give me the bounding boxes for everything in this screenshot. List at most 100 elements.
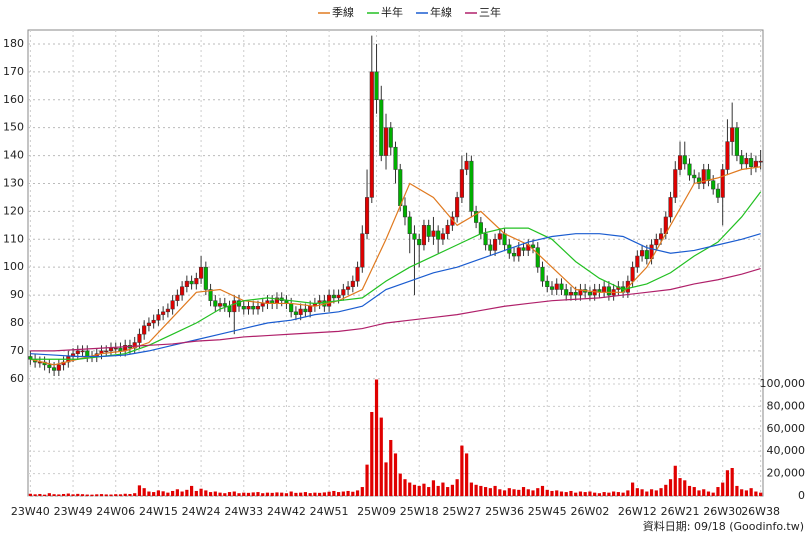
volume-bar — [469, 482, 473, 496]
volume-bar — [446, 487, 450, 496]
volume-bar — [308, 493, 312, 496]
candle-body — [464, 160, 469, 170]
x-tick-label: 24W15 — [139, 505, 178, 518]
volume-bar — [80, 494, 85, 496]
candle-body — [341, 289, 346, 296]
volume-bar — [555, 490, 559, 496]
candle-body — [606, 286, 611, 296]
candle-body — [199, 266, 204, 279]
candle-body — [350, 280, 355, 287]
candle-body — [170, 300, 175, 310]
candle-body — [459, 169, 464, 198]
y-tick-label: 160 — [3, 93, 24, 106]
candle-body — [260, 303, 265, 307]
candle-body — [658, 233, 664, 240]
candle-body — [640, 250, 645, 257]
volume-bar — [687, 485, 692, 496]
legend-label: 半年 — [381, 5, 403, 19]
x-tick-label: 25W36 — [485, 505, 524, 518]
volume-bar — [697, 490, 701, 496]
candle-body — [246, 306, 251, 310]
volume-bar — [607, 492, 611, 496]
candle-body — [417, 239, 422, 246]
volume-bar — [171, 490, 175, 496]
volume-bar — [142, 488, 146, 496]
candle-body — [654, 239, 659, 246]
candle-body — [734, 127, 739, 156]
volume-bar — [664, 484, 668, 496]
volume-bar — [284, 493, 289, 496]
x-tick-label: 24W06 — [96, 505, 135, 518]
candle-body — [668, 197, 673, 218]
x-tick-label: 25W18 — [400, 505, 439, 518]
x-tick-label: 26W38 — [741, 505, 780, 518]
volume-bar — [237, 493, 241, 496]
x-tick-label: 26W02 — [570, 505, 609, 518]
volume-bar — [218, 492, 222, 496]
y-tick-label: 180 — [3, 37, 24, 50]
volume-bar — [355, 490, 360, 496]
volume-bar — [232, 491, 236, 496]
candle-body — [374, 71, 379, 101]
volume-bar — [488, 488, 492, 496]
plot-frame — [27, 29, 764, 497]
volume-bar — [597, 493, 602, 496]
volume-bar — [749, 488, 753, 496]
volume-bar — [493, 485, 497, 496]
candle-body — [161, 311, 166, 315]
candle-body — [549, 286, 555, 290]
candle-body — [175, 294, 180, 301]
candle-body — [474, 211, 479, 223]
volume-bar — [479, 485, 483, 496]
volume-bar — [128, 493, 132, 496]
y-tick-label: 70 — [10, 344, 24, 357]
candle-body — [687, 163, 692, 176]
candle-body — [189, 280, 194, 285]
y2-tick-label: 40,000 — [767, 444, 806, 457]
ma-line — [30, 166, 761, 366]
volume-bar — [71, 494, 75, 496]
candle-body — [180, 286, 185, 296]
candle-body — [360, 233, 365, 268]
volume-bar — [483, 487, 488, 496]
volume-bar — [521, 487, 526, 496]
volume-bar — [578, 491, 583, 496]
volume-bar — [621, 492, 625, 496]
candle-body — [165, 308, 170, 313]
candle-body — [364, 197, 370, 234]
candle-body — [241, 306, 246, 310]
y2-tick-label: 20,000 — [767, 467, 806, 480]
candle-body — [455, 197, 460, 218]
y-tick-label: 150 — [3, 121, 24, 134]
volume-bar — [270, 492, 274, 496]
candle-body — [308, 306, 313, 313]
volume-bar — [436, 485, 440, 496]
volume-bar — [180, 491, 184, 496]
candle-body — [587, 292, 592, 296]
x-tick-label: 25W09 — [357, 505, 396, 518]
volume-bar — [593, 492, 597, 496]
volume-bar — [536, 488, 540, 496]
volume-bar — [569, 490, 573, 496]
volume-bar — [517, 489, 521, 496]
volume-bar — [692, 487, 696, 496]
volume-bar — [147, 491, 151, 496]
candle-body — [298, 308, 303, 315]
volume-bar — [417, 485, 421, 496]
candle-body — [540, 266, 545, 282]
candle-body — [369, 71, 374, 198]
candle-body — [564, 289, 569, 296]
candle-body — [222, 303, 227, 307]
volume-bar — [194, 490, 198, 496]
candle-body — [554, 283, 559, 290]
volume-bar — [455, 479, 459, 496]
ma-line — [30, 191, 762, 360]
footnote: 資料日期: 09/18 (Goodinfo.tw) — [643, 519, 804, 533]
candle-body — [80, 350, 85, 353]
candle-body — [232, 300, 237, 313]
candle-body — [511, 252, 517, 257]
volume-bar — [716, 487, 720, 496]
volume-bar — [156, 490, 161, 496]
candle-body — [602, 286, 607, 293]
candle-body — [108, 347, 114, 352]
